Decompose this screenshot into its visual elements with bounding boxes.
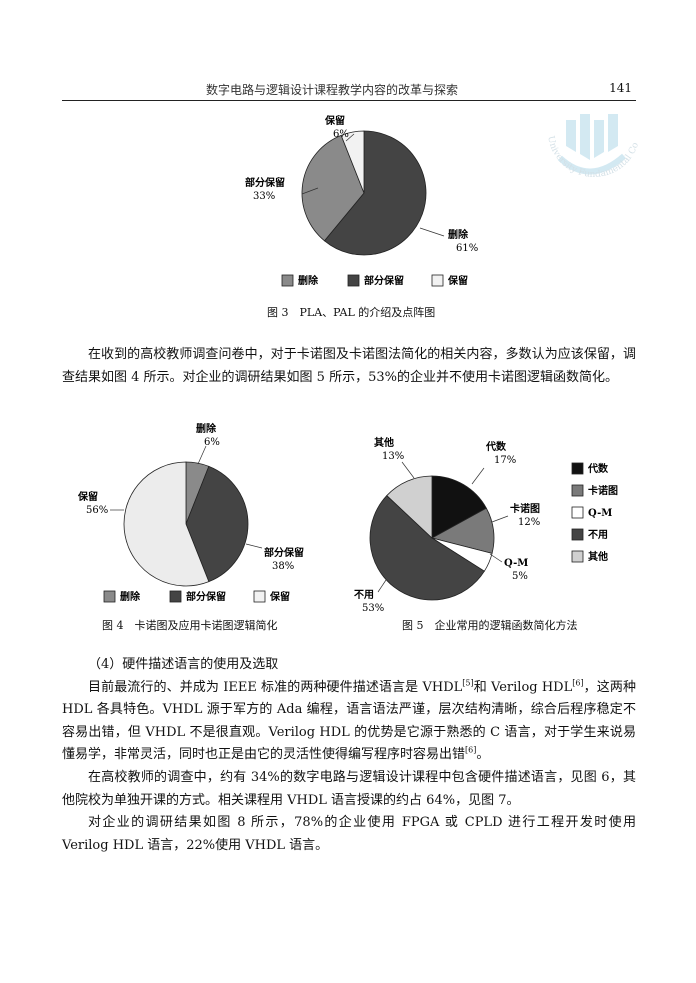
fig3-legend-swatch-0 <box>281 274 294 287</box>
fig5-slice-3 <box>369 494 485 601</box>
fig5-legend-label-1: 卡诺图 <box>588 484 618 497</box>
fig5-slice-value-4: 13% <box>382 451 404 462</box>
fig5-slice-label-4: 其他 <box>374 436 394 449</box>
section-hdl: （4）硬件描述语言的使用及选取 目前最流行的、并成为 IEEE 标准的两种硬件描… <box>62 654 636 857</box>
fig3-legend-swatch-1 <box>347 274 360 287</box>
fig5-legend-swatch-2 <box>571 506 584 519</box>
fig5-legend-swatch-4 <box>571 550 584 563</box>
fig4-slice-2 <box>123 461 210 587</box>
fig3-slice-value-1: 33% <box>253 191 275 202</box>
fig4-slice-label-1: 部分保留 <box>264 546 304 559</box>
fig4-legend-label-0: 删除 <box>120 590 141 603</box>
fig4-legend-label-2: 保留 <box>269 590 290 603</box>
figure-5-caption: 图 5 企业常用的逻辑函数简化方法 <box>402 619 578 632</box>
fig3-slice-label-0: 删除 <box>448 228 469 241</box>
fig5-slice-0 <box>431 475 487 539</box>
figure-5: 代数 17% 卡诺图 12% Q-M 5% 不用 53% 其他 13% 代数 卡诺图 Q-M 不用 其他 <box>350 432 620 618</box>
fig5-slice-4 <box>386 475 433 539</box>
fig4-legend-swatch-2 <box>253 590 266 603</box>
fig3-slice-label-2: 保留 <box>324 114 345 127</box>
fig3-slice-value-2: 6% <box>333 129 349 140</box>
fig4-legend-swatch-0 <box>103 590 116 603</box>
fig4-slice-value-2: 56% <box>86 505 108 516</box>
fig5-legend-swatch-3 <box>571 528 584 541</box>
citation-5[interactable]: [5] <box>462 678 474 688</box>
p2-part-c: ，这两种 HDL 各具特色。VHDL 源于军方的 Ada 编程，语言语法严谨，层… <box>62 679 636 763</box>
fig4-leader-1 <box>245 543 263 549</box>
fig5-slice-value-0: 17% <box>494 455 516 466</box>
paragraph-1: 在收到的高校教师调查问卷中，对于卡诺图及卡诺图法简化的相关内容，多数认为应该保留… <box>62 344 636 389</box>
fig3-slice-value-0: 61% <box>456 243 478 254</box>
page-number: 141 <box>609 81 632 95</box>
fig4-leader-0 <box>197 445 207 465</box>
section-heading: （4）硬件描述语言的使用及选取 <box>88 657 279 672</box>
fig5-legend-label-4: 其他 <box>588 550 608 563</box>
p2-part-d: 。 <box>476 747 490 763</box>
fig5-slice-label-3: 不用 <box>354 589 374 601</box>
citation-6[interactable]: [6] <box>572 678 584 688</box>
fig3-slice-0 <box>323 130 427 256</box>
fig5-slice-label-1: 卡诺图 <box>510 502 540 515</box>
header-title: 数字电路与逻辑设计课程教学内容的改革与探索 <box>205 83 458 97</box>
running-header: 数字电路与逻辑设计课程教学内容的改革与探索 141 <box>62 80 636 101</box>
fig3-legend-label-1: 部分保留 <box>364 274 404 287</box>
fig5-leader-1 <box>491 515 509 523</box>
fig3-leader-0 <box>419 227 445 237</box>
fig4-slice-1 <box>185 465 249 583</box>
fig5-legend-label-2: Q-M <box>588 508 612 519</box>
fig5-leader-3 <box>377 579 387 593</box>
figure-4: 删除 6% 部分保留 38% 保留 56% 删除 部分保留 保留 <box>70 420 340 620</box>
fig3-slice-2 <box>340 130 365 194</box>
fig5-slice-value-3: 53% <box>362 603 384 614</box>
fig4-legend-swatch-1 <box>169 590 182 603</box>
fig5-leader-0 <box>471 467 485 485</box>
fig5-legend-swatch-1 <box>571 484 584 497</box>
fig5-slice-value-2: 5% <box>512 571 528 582</box>
fig5-legend-swatch-0 <box>571 462 584 475</box>
fig3-slice-label-1: 部分保留 <box>245 176 285 189</box>
fig5-slice-label-2: Q-M <box>504 558 528 569</box>
fig4-slice-value-1: 38% <box>272 561 294 572</box>
fig5-legend-label-3: 不用 <box>588 529 608 541</box>
p2-part-b: 和 Verilog HDL <box>473 679 573 695</box>
fig3-leader-2 <box>345 133 355 142</box>
fig3-slice-1 <box>301 134 365 242</box>
fig4-slice-label-0: 删除 <box>196 422 217 435</box>
paragraph-3: 在高校教师的调查中，约有 34%的数字电路与逻辑设计课程中包含硬件描述语言，见图… <box>62 769 636 808</box>
fig3-legend-label-0: 删除 <box>298 274 319 287</box>
fig5-slice-label-0: 代数 <box>485 440 507 453</box>
figure-3-caption: 图 3 PLA、PAL 的介绍及点阵图 <box>267 306 436 319</box>
watermark-logo: University Fundamental Courses Forum <box>534 93 646 208</box>
fig4-slice-value-0: 6% <box>204 437 220 448</box>
fig3-leader-1 <box>301 187 319 195</box>
paragraph-4: 对企业的调研结果如图 8 所示，78%的企业使用 FPGA 或 CPLD 进行工… <box>62 815 636 853</box>
figure-3: 删除 61% 部分保留 33% 保留 6% 删除 部分保留 保留 <box>230 108 480 308</box>
fig5-leader-4 <box>401 461 415 479</box>
fig4-slice-label-2: 保留 <box>77 490 98 503</box>
figure-4-caption: 图 4 卡诺图及应用卡诺图逻辑简化 <box>102 619 278 632</box>
fig5-legend-label-0: 代数 <box>587 462 609 475</box>
p2-part-a: 目前最流行的、并成为 IEEE 标准的两种硬件描述语言是 VHDL <box>88 679 463 695</box>
fig5-leader-2 <box>489 553 503 563</box>
paragraph-2: 目前最流行的、并成为 IEEE 标准的两种硬件描述语言是 VHDL[5]和 Ve… <box>62 677 636 767</box>
fig5-slice-value-1: 12% <box>518 517 540 528</box>
paragraph-1-text: 在收到的高校教师调查问卷中，对于卡诺图及卡诺图法简化的相关内容，多数认为应该保留… <box>62 347 636 385</box>
fig3-legend-swatch-2 <box>431 274 444 287</box>
citation-6-second[interactable]: [6] <box>465 746 477 756</box>
fig4-legend-label-1: 部分保留 <box>186 590 226 603</box>
fig3-legend-label-2: 保留 <box>447 274 468 287</box>
